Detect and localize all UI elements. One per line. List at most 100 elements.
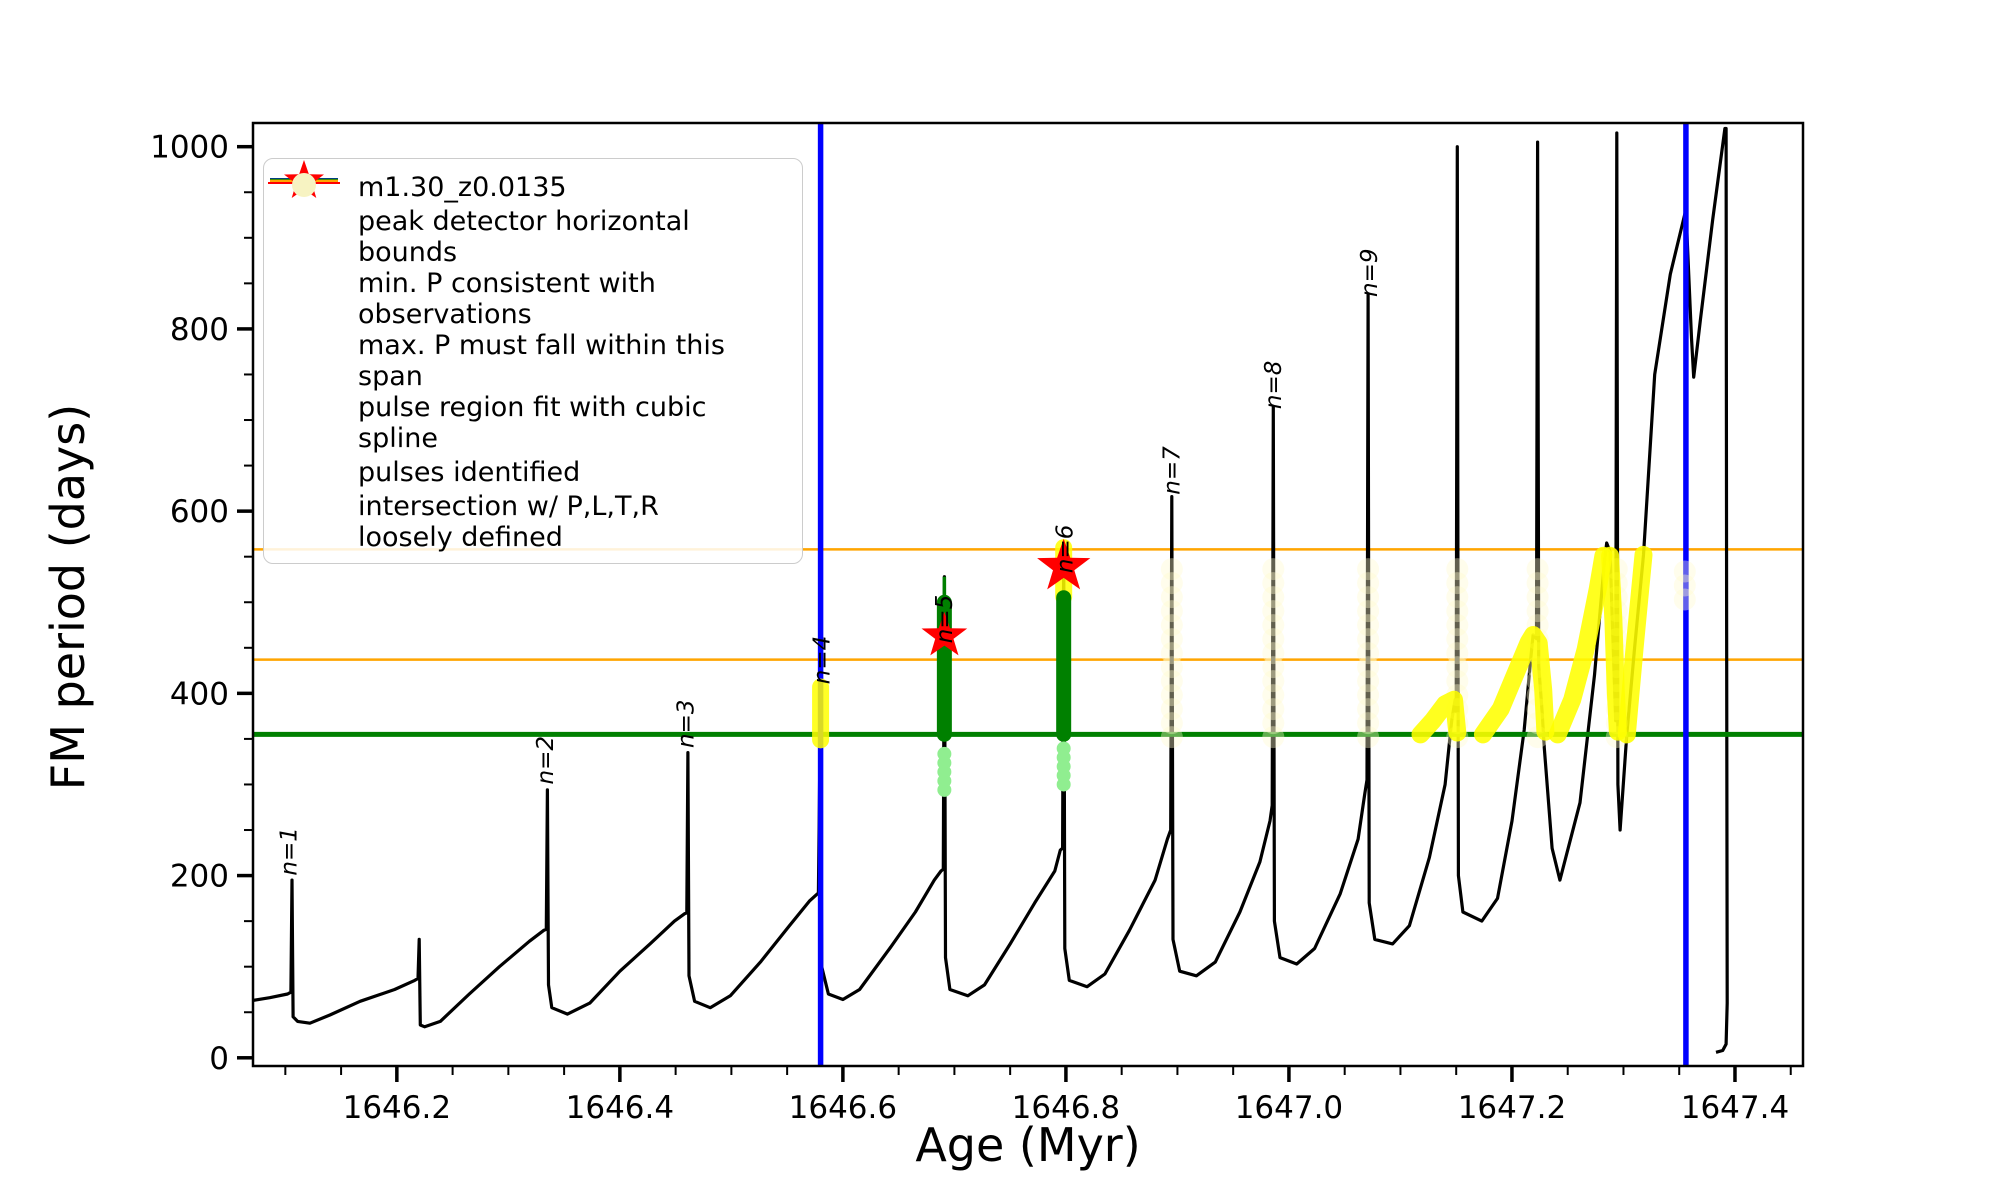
x-tick-label: 1646.4: [566, 1090, 674, 1126]
intersection-arch: [1548, 546, 1613, 744]
intersection-marker: [1673, 560, 1696, 583]
pulse-label: n=8: [1261, 361, 1287, 409]
intersection-marker: [1262, 712, 1285, 735]
intersection-marker: [1526, 558, 1549, 581]
intersection-marker: [1446, 670, 1469, 693]
legend-item-label: intersection w/ P,L,T,R loosely defined: [358, 491, 659, 553]
intersection-marker: [1160, 712, 1183, 735]
pulse-label: n=9: [1357, 249, 1383, 297]
intersection-marker: [1526, 586, 1549, 609]
legend-item: pulse region fit with cubic spline: [272, 175, 788, 454]
x-tick-label: 1646.8: [1012, 1090, 1120, 1126]
x-tick-label: 1646.2: [343, 1090, 451, 1126]
intersection-marker: [1357, 684, 1380, 707]
intersection-marker: [1262, 642, 1285, 665]
pulse-identified-star: [921, 612, 968, 656]
intersection-marker: [1262, 670, 1285, 693]
intersection-marker: [1446, 642, 1469, 665]
intersection-marker: [1357, 670, 1380, 693]
pulse-label: n=2: [533, 736, 559, 784]
intersection-marker: [1160, 670, 1183, 693]
pulse-fit-dot: [937, 746, 952, 761]
pulse-label: n=7: [1160, 446, 1186, 495]
legend-item-label: pulse region fit with cubic spline: [358, 392, 707, 454]
x-tick-label: 1646.6: [789, 1090, 897, 1126]
intersection-marker: [1446, 628, 1469, 651]
intersection-marker: [1160, 600, 1183, 623]
intersection-arch: [1601, 546, 1627, 741]
intersection-marker: [1357, 712, 1380, 735]
legend-item: max. P must fall within this span: [270, 179, 788, 392]
y-axis-label: FM period (days): [41, 403, 95, 791]
legend-item-label: max. P must fall within this span: [358, 330, 725, 392]
intersection-marker: [1446, 558, 1469, 581]
pulse-identified-star: [1037, 538, 1091, 590]
intersection-marker: [1160, 726, 1183, 749]
intersection-marker: [1160, 572, 1183, 595]
intersection-marker: [1357, 628, 1380, 651]
legend-item-label: min. P consistent with observations: [358, 268, 656, 330]
intersection-marker: [1262, 684, 1285, 707]
intersection-marker: [1262, 558, 1285, 581]
intersection-marker: [1160, 656, 1183, 679]
pulse-label: n=1: [277, 827, 303, 875]
pulse-label: n=3: [674, 700, 700, 748]
intersection-marker: [1262, 600, 1285, 623]
x-axis-label: Age (Myr): [915, 1118, 1141, 1172]
intersection-marker: [1357, 586, 1380, 609]
y-tick-label: 0: [209, 1041, 229, 1077]
intersection-marker: [1357, 614, 1380, 637]
intersection-marker: [1526, 600, 1549, 623]
intersection-marker: [1446, 614, 1469, 637]
intersection-marker: [1446, 600, 1469, 623]
intersection-marker: [1262, 586, 1285, 609]
intersection-marker: [1357, 572, 1380, 595]
intersection-marker: [1160, 558, 1183, 581]
intersection-arch: [1617, 545, 1653, 744]
intersection-marker: [1357, 600, 1380, 623]
intersection-marker: [1357, 726, 1380, 749]
intersection-marker: [1357, 558, 1380, 581]
intersection-marker: [1262, 572, 1285, 595]
intersection-marker: [1262, 656, 1285, 679]
intersection-marker: [1357, 698, 1380, 721]
legend-item: peak detector horizontal bounds: [270, 178, 788, 268]
intersection-marker: [1446, 572, 1469, 595]
legend-item-label: peak detector horizontal bounds: [358, 206, 690, 268]
intersection-marker: [1160, 614, 1183, 637]
intersection-marker: [1673, 588, 1696, 611]
pulse-fit-dot: [1056, 741, 1071, 756]
axes-frame: [251, 121, 1805, 1068]
legend-item: min. P consistent with observations: [270, 178, 788, 330]
legend: m1.30_z0.0135 peak detector horizontal bo…: [263, 158, 803, 564]
y-tick-label: 1000: [150, 130, 229, 166]
intersection-marker: [1526, 572, 1549, 595]
pulse-label: n=4: [810, 636, 836, 684]
intersection-marker: [1262, 628, 1285, 651]
x-tick-label: 1647.4: [1681, 1090, 1789, 1126]
intersection-marker: [1673, 574, 1696, 597]
pulse-label: n=5: [932, 595, 958, 643]
intersection-marker: [1262, 726, 1285, 749]
intersection-marker: [1160, 586, 1183, 609]
intersection-marker: [1160, 628, 1183, 651]
x-tick-label: 1647.2: [1458, 1090, 1566, 1126]
y-tick-label: 600: [170, 494, 229, 530]
intersection-marker: [1160, 684, 1183, 707]
legend-item: m1.30_z0.0135: [270, 169, 788, 206]
intersection-marker: [1262, 614, 1285, 637]
legend-item: pulses identified: [268, 160, 788, 491]
legend-item-label: pulses identified: [358, 457, 581, 488]
intersection-marker: [1357, 656, 1380, 679]
legend-item: intersection w/ P,L,T,R loosely defined: [272, 173, 788, 553]
intersection-arch: [1474, 626, 1555, 744]
y-tick-label: 800: [170, 312, 229, 348]
intersection-marker: [1446, 656, 1469, 679]
intersection-marker: [1160, 642, 1183, 665]
intersection-marker: [1357, 642, 1380, 665]
x-tick-label: 1647.0: [1235, 1090, 1343, 1126]
intersection-marker: [1446, 586, 1469, 609]
y-tick-label: 400: [170, 676, 229, 712]
